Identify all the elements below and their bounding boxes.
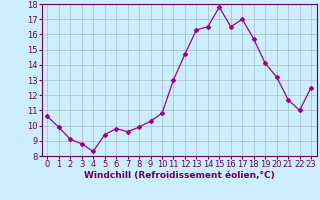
X-axis label: Windchill (Refroidissement éolien,°C): Windchill (Refroidissement éolien,°C) xyxy=(84,171,275,180)
